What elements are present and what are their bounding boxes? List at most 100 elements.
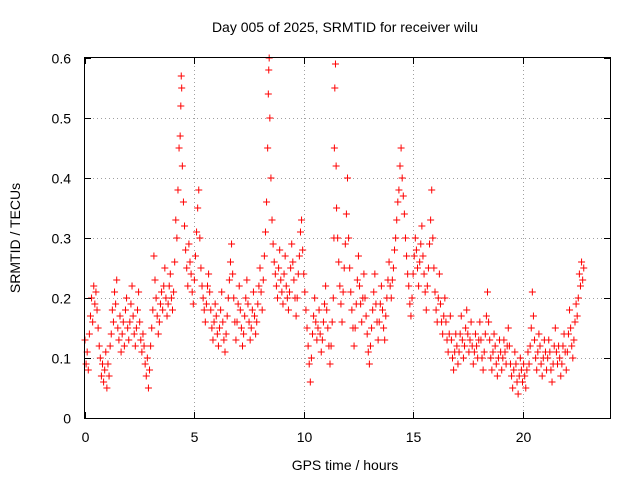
data-point	[576, 282, 584, 290]
data-point	[356, 282, 364, 290]
data-point	[225, 276, 233, 284]
data-point	[329, 294, 337, 302]
data-point	[567, 324, 575, 332]
data-point	[277, 276, 285, 284]
data-point	[242, 294, 250, 302]
data-point	[188, 288, 196, 296]
data-point	[232, 336, 240, 344]
data-point	[102, 348, 110, 356]
data-point	[310, 312, 318, 320]
data-point	[131, 342, 139, 350]
data-point	[399, 192, 407, 200]
data-point	[271, 270, 279, 278]
data-point	[143, 354, 151, 362]
data-point	[454, 360, 462, 368]
data-point	[264, 90, 272, 98]
y-tick-labels: 0 0.1 0.2 0.3 0.4 0.5 0.6	[52, 51, 72, 427]
data-point	[366, 342, 374, 350]
data-point	[342, 210, 350, 218]
data-point	[508, 372, 516, 380]
data-point	[237, 324, 245, 332]
data-point	[287, 264, 295, 272]
data-point	[176, 132, 184, 140]
x-tick-label: 20	[516, 429, 532, 445]
data-point	[96, 354, 104, 362]
data-point	[421, 288, 429, 296]
chart-title: Day 005 of 2025, SRMTID for receiver wil…	[212, 19, 478, 35]
data-point	[259, 276, 267, 284]
data-point	[303, 324, 311, 332]
data-point	[575, 270, 583, 278]
data-point	[173, 234, 181, 242]
data-point	[316, 330, 324, 338]
data-point	[120, 342, 128, 350]
data-point	[139, 330, 147, 338]
data-point	[95, 342, 103, 350]
data-point	[314, 324, 322, 332]
data-point	[500, 336, 508, 344]
data-point	[129, 312, 137, 320]
data-point	[252, 330, 260, 338]
data-point	[322, 282, 330, 290]
data-point	[182, 246, 190, 254]
data-point	[382, 312, 390, 320]
x-axis-label: GPS time / hours	[292, 457, 399, 473]
data-point	[222, 330, 230, 338]
data-point	[295, 252, 303, 260]
data-point	[146, 366, 154, 374]
data-point	[286, 288, 294, 296]
data-point	[358, 318, 366, 326]
data-point	[138, 348, 146, 356]
data-point	[158, 288, 166, 296]
data-point	[93, 306, 101, 314]
data-point	[141, 360, 149, 368]
data-point	[338, 318, 346, 326]
data-point	[289, 258, 297, 266]
y-axis-label: SRMTID / TECUs	[7, 183, 23, 293]
data-point	[193, 228, 201, 236]
data-point	[179, 198, 187, 206]
data-point	[487, 354, 495, 362]
data-point	[353, 276, 361, 284]
data-point	[393, 216, 401, 224]
data-point	[130, 330, 138, 338]
data-point	[298, 216, 306, 224]
data-point	[546, 348, 554, 356]
data-point	[429, 234, 437, 242]
data-point	[574, 294, 582, 302]
data-point	[204, 282, 211, 290]
x-tick-label: 15	[406, 429, 422, 445]
data-point	[392, 234, 400, 242]
data-point	[101, 366, 109, 374]
data-point	[344, 174, 351, 182]
data-point	[416, 258, 424, 266]
data-point	[395, 186, 403, 194]
data-point	[417, 240, 425, 248]
data-point	[177, 102, 185, 110]
data-point	[106, 342, 114, 350]
data-point	[389, 264, 397, 272]
data-point	[463, 306, 471, 314]
data-point	[206, 288, 214, 296]
data-point	[447, 336, 455, 344]
data-point	[304, 342, 312, 350]
data-point	[301, 288, 309, 296]
data-point	[132, 324, 140, 332]
data-point	[398, 174, 406, 182]
data-point	[360, 270, 368, 278]
data-point	[332, 162, 340, 170]
data-point	[125, 336, 133, 344]
data-point	[381, 336, 389, 344]
data-point	[311, 294, 319, 302]
data-point	[409, 270, 417, 278]
data-point	[450, 366, 458, 374]
data-point	[175, 144, 183, 152]
data-point	[324, 324, 332, 332]
data-point	[159, 306, 167, 314]
data-point	[326, 360, 334, 368]
data-point	[490, 330, 498, 338]
data-point	[153, 312, 161, 320]
data-point	[319, 318, 327, 326]
data-point	[492, 360, 500, 368]
data-point	[480, 348, 488, 356]
